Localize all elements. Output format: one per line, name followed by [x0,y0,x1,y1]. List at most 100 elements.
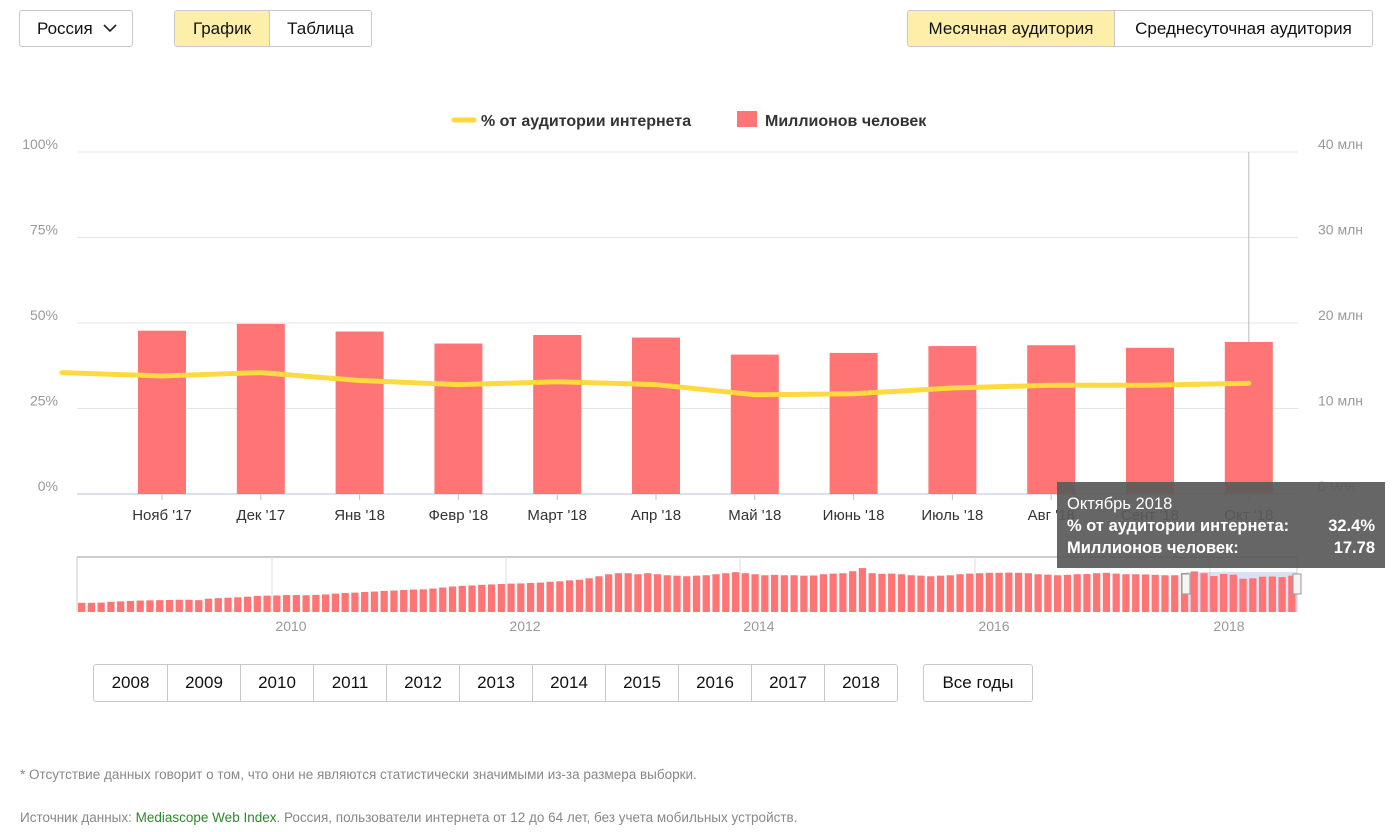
navigator-bar [175,599,183,612]
navigator-bar [1239,578,1247,612]
source-note: Источник данных: Mediascope Web Index. Р… [20,810,797,825]
navigator-bar [663,575,671,612]
bar [829,352,878,494]
navigator-bar [1093,573,1101,612]
navigator-bar [1024,573,1032,612]
navigator-year-label: 2010 [275,618,306,634]
navigator-bar [605,574,613,612]
navigator-bar [243,596,252,612]
navigator-bar [556,581,564,612]
x-tick-label: Дек '17 [236,507,285,524]
x-tick-label: Нояб '17 [132,507,192,524]
navigator-bar [878,573,886,612]
year-button-2015[interactable]: 2015 [605,665,678,701]
navigator-bar [312,594,320,612]
navigator-bar [751,574,759,612]
year-button-2018[interactable]: 2018 [824,665,897,701]
navigator-bar [644,573,652,612]
navigator-bar [1219,574,1228,612]
navigator-bar [1141,574,1150,612]
navigator-bar [458,585,466,612]
navigator-bar [497,584,505,612]
navigator-bar [975,573,984,612]
navigator-bar [1005,572,1013,612]
source-link[interactable]: Mediascope Web Index [135,810,277,825]
navigator-bar [282,595,291,612]
tab-monthly-audience[interactable]: Месячная аудитория [908,11,1114,46]
navigator-bar [770,574,779,612]
navigator-bar [263,595,271,612]
navigator-bar [849,571,857,612]
year-button-2008[interactable]: 2008 [111,673,150,692]
year-button-2016[interactable]: 2016 [678,665,751,701]
navigator-bar [546,581,554,612]
navigator-bar [478,584,486,612]
navigator-bar [1210,576,1218,612]
tab-daily-audience[interactable]: Среднесуточная аудитория [1114,11,1372,46]
tooltip-value-millions: 17.78 [1333,539,1375,557]
navigator-bar [897,574,906,612]
navigator-bar [341,593,349,612]
navigator-bar [741,573,749,612]
navigator-handle-left[interactable] [1181,573,1191,595]
audience-toggle: Месячная аудитория Среднесуточная аудито… [907,10,1373,47]
navigator-bar [966,573,974,612]
navigator-bar [927,576,935,612]
navigator-bar [136,600,144,612]
navigator-handle-right[interactable] [1292,573,1302,595]
navigator-bar [673,575,681,612]
navigator-bar [273,595,281,612]
region-select[interactable]: Россия [19,10,133,47]
year-button-2014[interactable]: 2014 [532,665,605,701]
navigator-bar [585,578,593,612]
navigator-bar [692,575,701,612]
navigator-bar [712,574,720,612]
region-label: Россия [37,18,93,38]
navigator-bar [917,575,925,612]
all-years-button[interactable]: Все годы [923,664,1033,702]
navigator-bar [526,583,535,612]
year-button-2009[interactable]: 2009 [167,665,240,701]
navigator-bar [292,595,300,612]
bar [1126,347,1174,494]
x-tick-label: Янв '18 [334,507,385,524]
bar [434,343,483,494]
navigator-bar [253,595,261,612]
navigator-bar [653,574,662,612]
navigator-year-label: 2016 [978,618,1009,634]
tab-table[interactable]: Таблица [269,11,371,46]
navigator-bar [1258,576,1267,612]
y-left-tick-label: 25% [30,393,58,409]
navigator-bar [1044,574,1052,612]
navigator-year-label: 2018 [1213,618,1244,634]
tab-chart[interactable]: График [175,11,269,46]
navigator-bar [614,573,623,612]
navigator-bar [1161,575,1169,612]
navigator-bar [507,583,515,612]
navigator-bar [117,601,125,612]
year-button-2011[interactable]: 2011 [313,665,386,701]
year-button-2017[interactable]: 2017 [751,665,824,701]
navigator-bar [1151,574,1159,612]
chart-tooltip: Октябрь 2018 % от аудитории интернета: 32… [1057,482,1385,568]
navigator-bar [390,590,398,612]
bar [533,334,582,494]
x-tick-label: Май '18 [728,507,781,524]
tooltip-title: Октябрь 2018 [1067,495,1173,513]
y-left-tick-label: 75% [30,222,58,238]
year-button-2013[interactable]: 2013 [459,665,532,701]
navigator-bar [1268,576,1276,612]
y-left-tick-label: 0% [38,478,58,494]
year-button-2010[interactable]: 2010 [240,665,313,701]
navigator-bar [829,573,837,612]
navigator-bar [761,575,769,612]
x-tick-label: Июнь '18 [823,507,885,524]
navigator-bar [439,587,447,612]
x-tick-label: Апр '18 [631,507,681,524]
navigator-bar [1102,572,1111,612]
year-button-2012[interactable]: 2012 [386,665,459,701]
navigator-bar [1132,574,1140,612]
navigator-bar [1229,574,1237,612]
navigator-bar [409,589,418,612]
y-right-tick-label: 10 млн [1318,393,1363,409]
